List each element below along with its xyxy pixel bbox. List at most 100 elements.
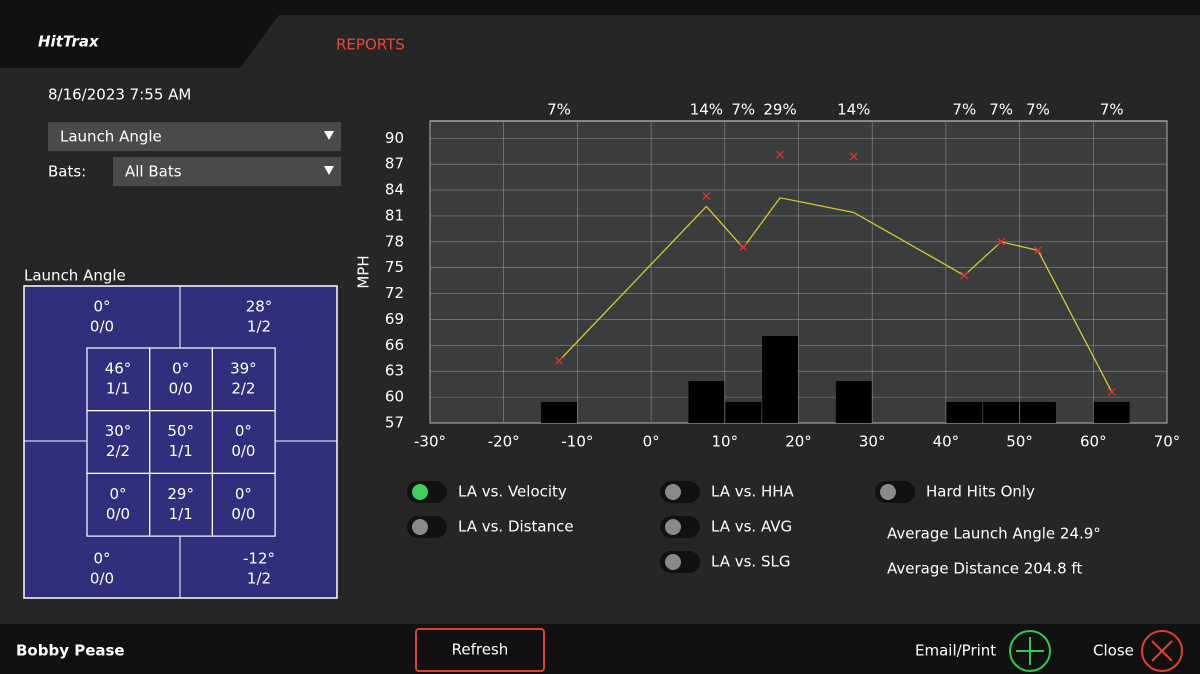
x-tick-label: 0° bbox=[643, 433, 660, 451]
toggle-knob bbox=[412, 519, 428, 535]
histogram-bar bbox=[1093, 402, 1130, 423]
zone-ratio: 0/0 bbox=[231, 505, 255, 523]
toggle-label: LA vs. Distance bbox=[458, 518, 574, 536]
email-button[interactable] bbox=[1009, 630, 1051, 672]
zone-ratio: 2/2 bbox=[231, 380, 255, 398]
x-tick-label: -30° bbox=[414, 433, 446, 451]
toggle-knob bbox=[665, 554, 681, 570]
zone-angle: 28° bbox=[246, 298, 273, 316]
y-tick-label: 72 bbox=[385, 284, 404, 302]
bar-label: 14% bbox=[837, 101, 870, 119]
metric-dropdown[interactable] bbox=[48, 122, 341, 151]
close-button[interactable] bbox=[1141, 630, 1183, 672]
toggle[interactable]: LA vs. AVG bbox=[660, 516, 792, 538]
bar-label: 7% bbox=[989, 101, 1013, 119]
zone-ratio: 0/0 bbox=[106, 505, 130, 523]
x-tick-label: 30° bbox=[859, 433, 886, 451]
marker bbox=[554, 356, 563, 365]
zone-cell bbox=[211, 472, 276, 537]
marker bbox=[776, 150, 785, 159]
marker bbox=[997, 237, 1006, 246]
zone-angle: 0° bbox=[109, 485, 126, 503]
histogram-bar bbox=[946, 402, 983, 423]
x-tick-label: 40° bbox=[933, 433, 960, 451]
x-tick-label: -10° bbox=[561, 433, 593, 451]
logo-tab bbox=[0, 0, 290, 68]
email-label[interactable]: Email/Print bbox=[915, 642, 996, 660]
dropdown-arrow bbox=[324, 131, 334, 140]
y-tick-label: 87 bbox=[385, 155, 404, 173]
x-tick-label: 50° bbox=[1006, 433, 1033, 451]
bats-value: All Bats bbox=[125, 163, 182, 181]
zone-ratio: 2/2 bbox=[106, 442, 130, 460]
y-tick-label: 69 bbox=[385, 310, 404, 328]
zone-cell bbox=[86, 410, 151, 475]
player-name: Bobby Pease bbox=[16, 642, 125, 660]
zone-cell bbox=[149, 410, 213, 475]
zone-angle: 0° bbox=[93, 550, 110, 568]
toggle-label: LA vs. Velocity bbox=[458, 483, 567, 501]
close-label[interactable]: Close bbox=[1093, 642, 1134, 660]
histogram-bar bbox=[983, 402, 1020, 423]
marker bbox=[702, 192, 711, 201]
bats-dropdown[interactable] bbox=[113, 157, 341, 186]
zone-ratio: 0/0 bbox=[90, 570, 114, 588]
zone-title: Launch Angle bbox=[24, 267, 126, 285]
chart: 57 60 63 66 69 72 75 78 81 84 87 90 -30° -20° -10° 0° 10… bbox=[355, 101, 1181, 451]
zone-ratio: 0/0 bbox=[231, 442, 255, 460]
bar-label: 7% bbox=[1100, 101, 1124, 119]
zone-angle: 0° bbox=[93, 298, 110, 316]
histogram-bar bbox=[725, 402, 762, 423]
bar-label: 14% bbox=[690, 101, 723, 119]
x-tick-label: 10° bbox=[712, 433, 739, 451]
line bbox=[558, 197, 1113, 393]
zone-cell bbox=[211, 410, 276, 475]
toggle-label: LA vs. SLG bbox=[711, 553, 790, 571]
bar-label: 7% bbox=[952, 101, 976, 119]
x-tick-label: -20° bbox=[488, 433, 520, 451]
zone-angle: 50° bbox=[167, 422, 194, 440]
close-icon bbox=[1141, 630, 1183, 672]
zone-ratio: 1/1 bbox=[169, 505, 193, 523]
toggle[interactable]: LA vs. HHA bbox=[660, 481, 795, 503]
toggle[interactable]: LA vs. Distance bbox=[407, 516, 574, 538]
dropdown-arrow bbox=[324, 166, 334, 175]
toggle[interactable]: Hard Hits Only bbox=[875, 481, 1035, 503]
x-tick-label: 60° bbox=[1080, 433, 1107, 451]
toggle-knob bbox=[880, 484, 896, 500]
bar-label: 7% bbox=[731, 101, 755, 119]
toggle-knob bbox=[665, 519, 681, 535]
tab[interactable]: REPORTS bbox=[336, 36, 405, 54]
marker bbox=[960, 271, 969, 280]
y-tick-label: 90 bbox=[385, 129, 404, 147]
date: 8/16/2023 7:55 AM bbox=[48, 86, 191, 104]
email-icon bbox=[1009, 630, 1051, 672]
marker bbox=[1107, 387, 1116, 396]
stat: Average Distance 204.8 ft bbox=[887, 560, 1082, 578]
refresh-button[interactable] bbox=[415, 628, 545, 672]
zone-ratio: 0/0 bbox=[90, 318, 114, 336]
marker bbox=[1034, 246, 1043, 255]
y-tick-label: 63 bbox=[385, 362, 404, 380]
zone-ratio: 1/2 bbox=[247, 318, 271, 336]
zone-ratio: 1/1 bbox=[169, 442, 193, 460]
zone-angle: 0° bbox=[235, 422, 252, 440]
toggle-knob bbox=[412, 484, 428, 500]
y-tick-label: 60 bbox=[385, 388, 404, 406]
y-tick-label: 78 bbox=[385, 232, 404, 250]
y-tick-label: 66 bbox=[385, 336, 404, 354]
zone-cell bbox=[149, 472, 213, 537]
zone-ratio: 1/1 bbox=[106, 380, 130, 398]
toggle[interactable]: LA vs. SLG bbox=[660, 551, 790, 573]
toggle[interactable]: LA vs. Velocity bbox=[407, 481, 567, 503]
toggle-knob bbox=[665, 484, 681, 500]
top-band bbox=[0, 0, 1200, 15]
zone-ratio: 0/0 bbox=[169, 380, 193, 398]
zone-angle: 39° bbox=[230, 360, 257, 378]
strike-zone: 0° 0/0 28° 1/2 0° 0/0 -12° 1/2 46° 1/1 0° 0/0 39° 2/2… bbox=[23, 285, 338, 599]
toggle-label: LA vs. AVG bbox=[711, 518, 792, 536]
histogram-bar bbox=[1020, 402, 1056, 423]
zone-angle: 30° bbox=[105, 422, 132, 440]
